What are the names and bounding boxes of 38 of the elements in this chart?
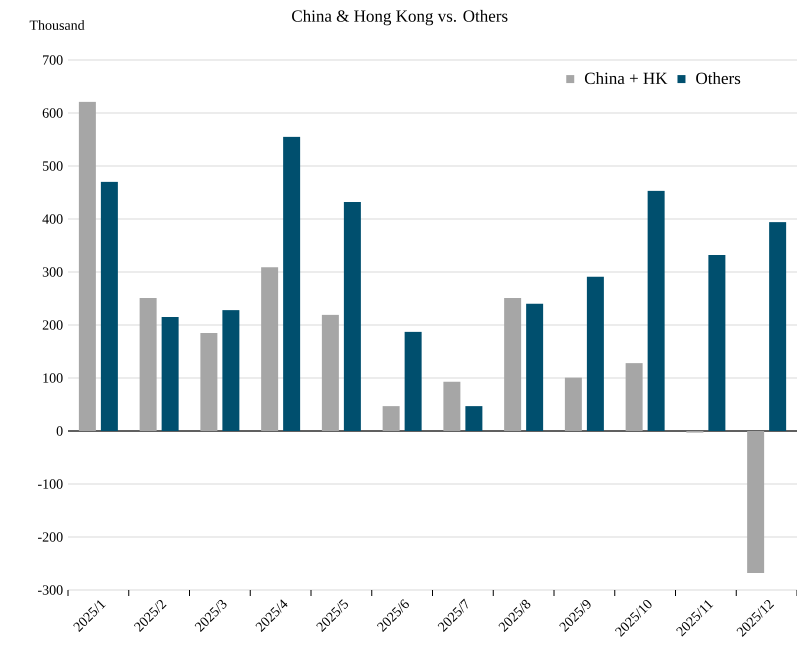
legend-label: China + HK bbox=[584, 72, 668, 84]
bar bbox=[261, 267, 278, 431]
y-axis-title: Thousand bbox=[30, 20, 85, 30]
legend-label: Others bbox=[696, 72, 740, 84]
bar bbox=[708, 255, 726, 431]
bar bbox=[78, 102, 96, 431]
bar bbox=[747, 431, 764, 574]
y-tick-label: -300 bbox=[38, 585, 63, 595]
bar bbox=[465, 406, 482, 431]
y-tick-label: -100 bbox=[38, 479, 63, 489]
y-tick-label: 400 bbox=[42, 214, 63, 224]
bar bbox=[443, 382, 460, 431]
bar bbox=[200, 332, 218, 431]
bar bbox=[344, 202, 361, 431]
bar bbox=[100, 182, 118, 431]
bar bbox=[626, 363, 643, 431]
bar bbox=[140, 298, 157, 431]
bar bbox=[564, 377, 582, 431]
y-tick-label: -200 bbox=[38, 532, 63, 542]
y-tick-label: 200 bbox=[42, 320, 63, 330]
bar bbox=[382, 406, 400, 431]
bar bbox=[504, 298, 522, 431]
y-tick-label: 0 bbox=[56, 426, 63, 436]
bar bbox=[283, 136, 300, 431]
y-tick-label: 600 bbox=[42, 108, 63, 118]
y-tick-label: 300 bbox=[42, 267, 63, 277]
bar bbox=[162, 317, 179, 431]
bar bbox=[404, 332, 422, 431]
bar bbox=[586, 276, 604, 431]
bar bbox=[769, 222, 786, 431]
y-tick-label: 700 bbox=[43, 55, 63, 65]
bar bbox=[526, 304, 544, 431]
bar bbox=[322, 314, 339, 431]
y-tick-label: 500 bbox=[42, 161, 63, 171]
bar bbox=[648, 190, 665, 431]
y-tick-label: 100 bbox=[43, 373, 63, 383]
bar bbox=[222, 310, 240, 431]
chart-title: China & Hong Kong vs. Others bbox=[292, 10, 508, 26]
